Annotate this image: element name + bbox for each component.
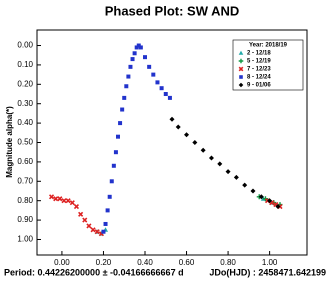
point — [111, 163, 116, 168]
legend-label: 2 - 12/18 — [247, 51, 271, 57]
x-tick-label: 0.00 — [54, 258, 70, 267]
y-tick-label: 0.60 — [17, 157, 33, 166]
y-tick-label: 0.80 — [17, 196, 33, 205]
point — [175, 124, 181, 130]
point — [101, 229, 106, 234]
point — [124, 84, 129, 89]
legend-label: 7 - 12/23 — [247, 67, 271, 73]
legend-marker — [238, 66, 244, 72]
point — [163, 92, 168, 97]
y-axis-label: Magnitude alpha(*) — [5, 106, 14, 178]
point — [90, 227, 96, 233]
point — [242, 182, 248, 188]
x-tick-label: 0.20 — [96, 258, 112, 267]
point — [53, 196, 59, 202]
epoch-label: JDo(HJD) : 2458471.642199 — [209, 267, 326, 277]
point — [126, 74, 131, 79]
legend-box — [232, 39, 304, 91]
y-tick-label: 0.50 — [17, 138, 33, 147]
x-tick-label: 0.40 — [137, 258, 153, 267]
point — [134, 45, 139, 50]
legend-label: 8 - 12/24 — [247, 75, 271, 81]
legend-marker — [238, 50, 244, 55]
y-tick-label: 0.30 — [17, 99, 33, 108]
y-tick-label: 0.40 — [17, 118, 33, 127]
point — [48, 194, 55, 200]
point — [109, 179, 114, 184]
point — [217, 161, 223, 167]
point — [151, 72, 156, 77]
point — [69, 200, 75, 206]
point — [122, 95, 127, 100]
point — [233, 174, 239, 180]
point — [267, 198, 273, 204]
legend-marker — [238, 82, 244, 88]
point — [128, 64, 133, 69]
point — [65, 198, 71, 204]
point — [225, 169, 231, 175]
point — [113, 150, 118, 155]
point — [105, 208, 110, 213]
point — [167, 95, 172, 100]
point — [118, 121, 123, 126]
point — [61, 198, 67, 204]
legend-title: Year: 2018/19 — [249, 43, 288, 49]
point — [200, 147, 206, 153]
y-tick-label: 0.70 — [17, 176, 33, 185]
chart-title: Phased Plot: SW AND — [105, 3, 240, 18]
x-tick-label: 0.60 — [179, 258, 195, 267]
point — [159, 86, 164, 91]
y-tick-label: 0.00 — [17, 41, 33, 50]
point — [136, 43, 141, 48]
point — [78, 211, 84, 217]
point — [169, 116, 175, 122]
x-tick-label: 1.00 — [262, 258, 278, 267]
point — [103, 221, 108, 226]
y-tick-label: 1.00 — [17, 235, 33, 244]
point — [94, 229, 100, 235]
point — [275, 204, 281, 210]
point — [107, 194, 112, 199]
point — [116, 134, 120, 139]
legend-label: 5 - 12/19 — [247, 59, 271, 65]
point — [262, 196, 268, 202]
point — [208, 155, 214, 161]
point — [258, 194, 264, 200]
point — [147, 64, 152, 69]
point — [155, 80, 160, 85]
y-tick-label: 0.90 — [17, 215, 33, 224]
point — [82, 217, 88, 223]
point — [143, 55, 147, 60]
y-tick-label: 0.20 — [17, 79, 33, 88]
legend-marker — [239, 75, 243, 79]
point — [120, 107, 125, 112]
point — [138, 45, 143, 50]
x-tick-label: 0.80 — [220, 258, 236, 267]
legend-marker — [238, 58, 244, 64]
point — [130, 57, 135, 62]
point — [73, 203, 80, 210]
point — [250, 188, 256, 194]
legend-label: 9 - 01/06 — [247, 83, 271, 89]
point — [132, 51, 137, 56]
point — [57, 196, 63, 202]
period-label: Period: 0.44226200000 ± -0.04166666667 d — [4, 267, 184, 277]
y-tick-label: 0.10 — [17, 60, 33, 69]
point — [86, 223, 92, 229]
point — [192, 140, 198, 145]
point — [184, 132, 190, 138]
